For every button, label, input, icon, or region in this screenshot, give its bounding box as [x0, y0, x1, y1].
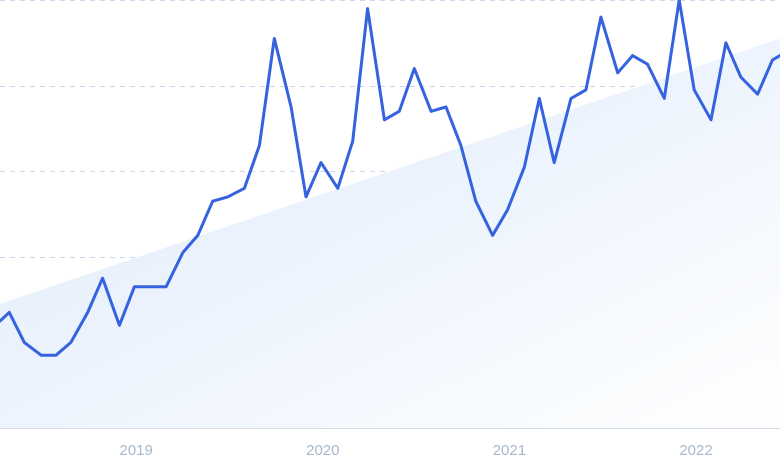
x-tick-labels: 2019 2020 2021 2022: [120, 442, 713, 459]
x-tick-label: 2020: [306, 442, 339, 459]
trend-band-area: [0, 38, 780, 429]
x-tick-label: 2021: [493, 442, 526, 459]
x-tick-label: 2019: [120, 442, 153, 459]
series-layer: [0, 0, 780, 357]
trend-band: [0, 38, 780, 429]
x-tick-label: 2022: [679, 442, 712, 459]
series-line: [0, 0, 780, 357]
